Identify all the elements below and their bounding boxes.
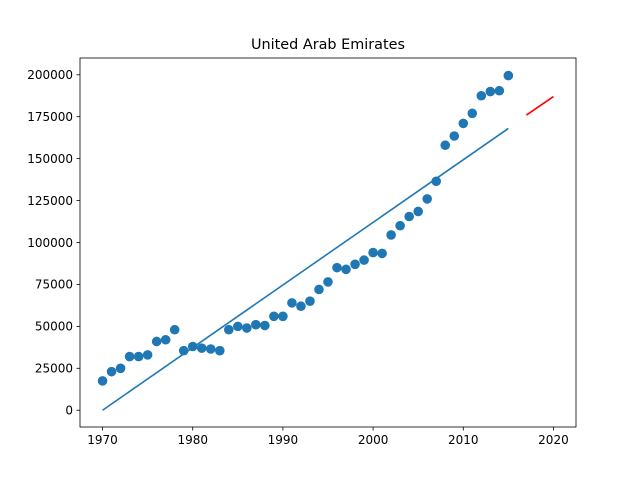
y-tick-label: 50000	[35, 320, 73, 334]
trend-line	[102, 127, 509, 411]
data-point	[260, 320, 270, 331]
data-point	[503, 70, 514, 81]
data-point	[142, 350, 153, 360]
data-point	[305, 296, 315, 307]
data-point	[440, 140, 451, 151]
y-tick-label: 200000	[27, 68, 73, 82]
data-point	[386, 230, 396, 240]
data-point	[169, 324, 180, 335]
data-point	[323, 277, 333, 287]
data-point	[431, 176, 442, 187]
data-point	[160, 334, 171, 345]
data-point	[251, 319, 261, 330]
y-tick-label: 100000	[27, 236, 73, 250]
data-point	[377, 248, 387, 259]
y-tick-label: 0	[65, 404, 73, 418]
data-point	[485, 86, 496, 97]
x-tick-label: 2000	[358, 433, 389, 447]
data-point	[106, 366, 117, 377]
data-point	[368, 247, 378, 258]
data-point	[287, 298, 297, 308]
x-tick-label: 1990	[268, 433, 299, 447]
y-tick-label: 125000	[27, 194, 73, 208]
data-point	[422, 194, 433, 204]
data-point	[233, 321, 243, 332]
data-point	[350, 259, 360, 270]
data-point	[332, 262, 342, 273]
x-tick-label: 1970	[87, 433, 118, 447]
x-tick-label: 2010	[448, 433, 479, 447]
y-tick-label: 25000	[35, 362, 73, 376]
data-point	[476, 90, 487, 101]
data-point	[151, 336, 162, 347]
forecast-line	[525, 95, 554, 116]
data-point	[196, 343, 207, 353]
data-point	[97, 376, 108, 386]
plot-frame	[79, 57, 577, 428]
data-point	[494, 85, 505, 96]
data-point	[124, 351, 135, 362]
data-point	[224, 324, 234, 335]
data-point	[115, 363, 126, 374]
data-point	[467, 108, 478, 119]
x-axis: 1970 1980 1990 2000 2010 2020	[87, 427, 569, 447]
y-axis: 0 25000 50000 75000 100000 125000 150000 175000…	[27, 68, 80, 418]
x-tick-label: 2020	[538, 433, 569, 447]
data-point	[296, 301, 306, 312]
data-point	[214, 345, 225, 356]
y-tick-label: 150000	[27, 152, 73, 166]
data-point	[413, 206, 423, 217]
plot-marks	[97, 70, 554, 411]
data-point	[359, 255, 369, 265]
data-point	[449, 131, 460, 141]
data-point	[278, 311, 288, 322]
x-tick-label: 1980	[177, 433, 208, 447]
data-point	[458, 118, 469, 129]
data-point	[269, 311, 279, 322]
data-point	[341, 264, 351, 275]
data-point	[404, 211, 414, 222]
y-tick-label: 75000	[35, 278, 73, 292]
data-point	[314, 284, 324, 295]
data-point	[395, 220, 405, 231]
data-point	[205, 344, 216, 354]
y-tick-label: 175000	[27, 110, 73, 124]
data-point	[133, 351, 144, 362]
chart-title: United Arab Emirates	[251, 37, 405, 53]
data-point	[242, 323, 252, 333]
